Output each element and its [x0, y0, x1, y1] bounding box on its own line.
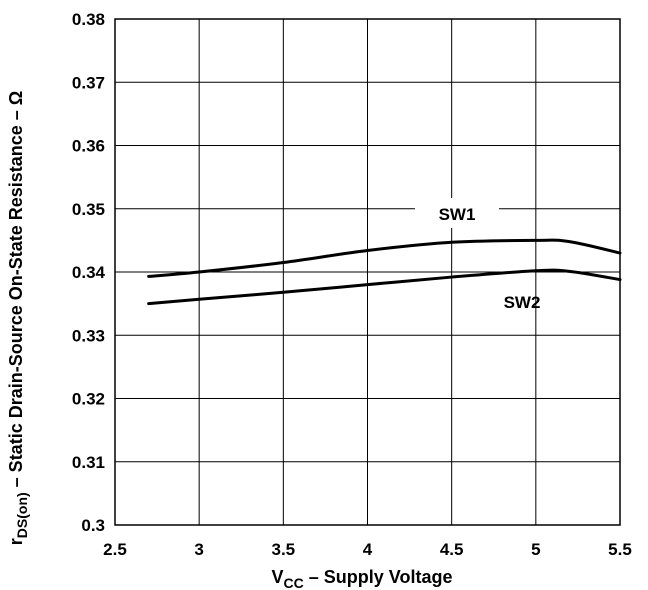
series-line-sw2	[147, 268, 622, 306]
x-tick-label: 4	[363, 540, 373, 559]
y-tick-label: 0.36	[72, 137, 105, 156]
y-tick-label: 0.33	[72, 326, 105, 345]
y-tick-label: 0.38	[72, 10, 105, 29]
series-label-sw2: SW2	[504, 293, 541, 312]
series-line-sw1	[147, 238, 622, 278]
y-axis-label: rDS(on) – Static Drain-Source On-State R…	[6, 91, 30, 545]
y-tick-label: 0.3	[81, 516, 105, 535]
y-tick-label: 0.31	[72, 453, 105, 472]
x-tick-label: 5.5	[608, 540, 632, 559]
x-tick-labels: 2.5 3 3.5 4 4.5 5 5.5	[103, 540, 632, 559]
y-tick-labels: 0.3 0.31 0.32 0.33 0.34 0.35 0.36 0.37 0.38	[72, 10, 106, 535]
plot-frame	[114, 18, 621, 526]
x-tick-label: 2.5	[103, 540, 127, 559]
series-label-sw1: SW1	[439, 205, 476, 224]
y-tick-label: 0.34	[72, 263, 106, 282]
series-labels: SW1 SW2	[415, 198, 540, 312]
y-tick-label: 0.35	[72, 200, 105, 219]
y-tick-label: 0.37	[72, 73, 105, 92]
y-tick-label: 0.32	[72, 390, 105, 409]
x-axis-label: VCC – Supply Voltage	[272, 567, 453, 590]
x-tick-label: 4.5	[440, 540, 464, 559]
x-tick-label: 5	[531, 540, 540, 559]
sw1-label-background	[415, 198, 499, 228]
series-lines	[147, 238, 622, 306]
x-tick-label: 3.5	[272, 540, 296, 559]
x-tick-label: 3	[194, 540, 203, 559]
